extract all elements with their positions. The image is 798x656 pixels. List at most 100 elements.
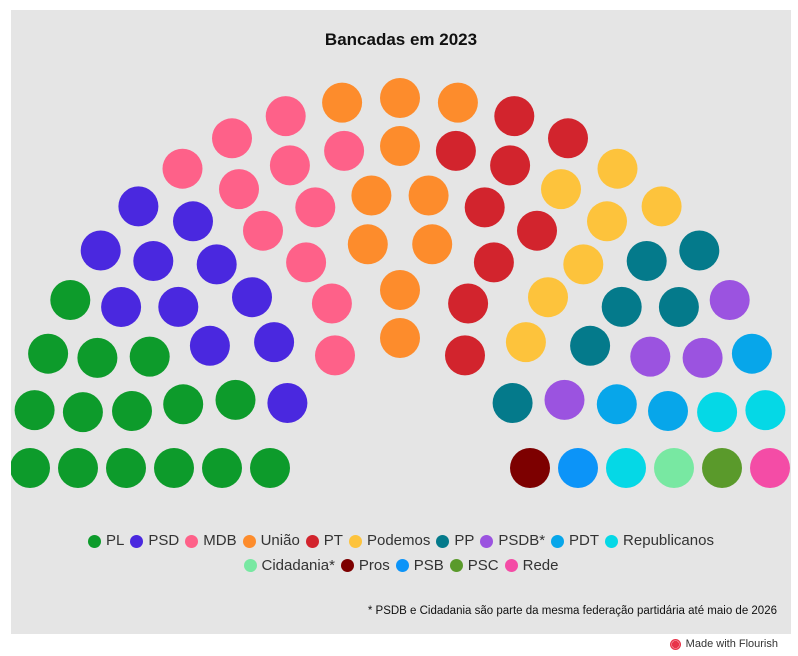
seat-pl[interactable] (11, 448, 50, 488)
seat-uni-o[interactable] (380, 78, 420, 118)
seat-podemos[interactable] (528, 277, 568, 318)
seat-mdb[interactable] (295, 187, 336, 228)
seat-podemos[interactable] (505, 322, 546, 363)
seat-pt[interactable] (473, 242, 514, 283)
legend-item[interactable]: PSC (449, 555, 499, 577)
seat-psc[interactable] (702, 448, 742, 488)
seat-pp[interactable] (570, 325, 611, 366)
seat-podemos[interactable] (587, 201, 627, 242)
seat-republicanos[interactable] (697, 392, 738, 433)
seat-psdb[interactable] (709, 280, 750, 320)
seat-pl[interactable] (112, 391, 152, 431)
seat-pl[interactable] (154, 448, 194, 488)
seat-republicanos[interactable] (745, 390, 786, 431)
seat-podemos[interactable] (563, 244, 604, 285)
seat-psd[interactable] (189, 325, 230, 366)
seat-pp[interactable] (626, 241, 667, 281)
seat-pl[interactable] (250, 448, 290, 488)
seat-psdb[interactable] (544, 379, 585, 420)
flourish-credit[interactable]: Made with Flourish (669, 638, 778, 650)
seat-mdb[interactable] (212, 118, 252, 159)
seat-psd[interactable] (118, 186, 159, 227)
seat-pdt[interactable] (731, 333, 772, 374)
legend-item[interactable]: Rede (504, 555, 558, 577)
seat-psd[interactable] (158, 286, 199, 327)
seat-pp[interactable] (601, 286, 642, 327)
seat-uni-o[interactable] (380, 318, 420, 358)
seat-uni-o[interactable] (380, 270, 420, 310)
seat-pp[interactable] (492, 383, 533, 423)
seat-pt[interactable] (548, 118, 588, 159)
seat-podemos[interactable] (597, 148, 638, 189)
seat-mdb[interactable] (162, 148, 203, 189)
seat-mdb[interactable] (324, 130, 365, 171)
seat-pl[interactable] (14, 390, 55, 431)
seat-uni-o[interactable] (380, 126, 420, 166)
seat-pros[interactable] (510, 448, 550, 488)
seat-psd[interactable] (267, 383, 308, 423)
legend-item[interactable]: PL (88, 530, 124, 552)
legend-item[interactable]: Podemos (348, 530, 430, 552)
seat-pt[interactable] (517, 210, 557, 251)
seat-pdt[interactable] (648, 391, 688, 431)
seat-psd[interactable] (254, 322, 295, 363)
seat-uni-o[interactable] (408, 175, 449, 216)
seat-mdb[interactable] (286, 242, 327, 283)
seat-pl[interactable] (77, 337, 118, 378)
seat-pl[interactable] (62, 392, 103, 433)
seat-pt[interactable] (445, 335, 485, 376)
seat-psd[interactable] (80, 230, 121, 271)
seat-pt[interactable] (448, 283, 489, 324)
seat-mdb[interactable] (269, 145, 310, 186)
seat-psd[interactable] (133, 241, 174, 281)
legend-item[interactable]: PSD (130, 530, 179, 552)
seat-psd[interactable] (173, 201, 213, 242)
seat-uni-o[interactable] (412, 224, 453, 265)
seat-pl[interactable] (129, 336, 170, 377)
seat-psb[interactable] (558, 448, 598, 488)
seat-psd[interactable] (232, 277, 272, 318)
legend-item[interactable]: União (242, 530, 300, 552)
seat-pt[interactable] (494, 96, 535, 137)
seat-mdb[interactable] (243, 210, 283, 251)
seat-psdb[interactable] (630, 336, 671, 377)
legend-item[interactable]: Cidadania* (243, 555, 335, 577)
seat-pp[interactable] (658, 287, 699, 327)
seat-pt[interactable] (464, 187, 505, 228)
seat-psd[interactable] (101, 287, 142, 327)
seat-uni-o[interactable] (322, 82, 363, 123)
seat-mdb[interactable] (311, 283, 352, 324)
legend-item[interactable]: Republicanos (605, 530, 714, 552)
seat-psd[interactable] (196, 244, 237, 285)
seat-pl[interactable] (50, 280, 91, 320)
seat-podemos[interactable] (541, 169, 581, 210)
seat-pl[interactable] (28, 333, 69, 374)
seat-rede[interactable] (750, 448, 790, 488)
seat-pl[interactable] (163, 384, 204, 425)
seat-pdt[interactable] (596, 384, 637, 425)
seat-uni-o[interactable] (351, 175, 392, 216)
legend-item[interactable]: MDB (185, 530, 237, 552)
seat-podemos[interactable] (641, 186, 682, 227)
seat-pt[interactable] (490, 145, 531, 186)
seat-cidadania[interactable] (654, 448, 694, 488)
seat-mdb[interactable] (265, 96, 306, 137)
seat-pl[interactable] (202, 448, 242, 488)
seat-psdb[interactable] (682, 337, 723, 378)
legend-item[interactable]: PDT (551, 530, 599, 552)
seat-republicanos[interactable] (606, 448, 646, 488)
legend-item[interactable]: PSDB* (480, 530, 545, 552)
legend-item[interactable]: PP (436, 530, 474, 552)
seat-mdb[interactable] (219, 169, 259, 210)
legend-item[interactable]: Pros (340, 555, 390, 577)
legend-item[interactable]: PT (305, 530, 343, 552)
seat-pl[interactable] (215, 379, 256, 420)
seat-uni-o[interactable] (347, 224, 388, 265)
seat-pl[interactable] (106, 448, 146, 488)
seat-mdb[interactable] (315, 335, 355, 376)
seat-pt[interactable] (435, 130, 476, 171)
seat-uni-o[interactable] (437, 82, 478, 123)
seat-pl[interactable] (58, 448, 98, 488)
seat-pp[interactable] (679, 230, 720, 271)
legend-item[interactable]: PSB (395, 555, 444, 577)
